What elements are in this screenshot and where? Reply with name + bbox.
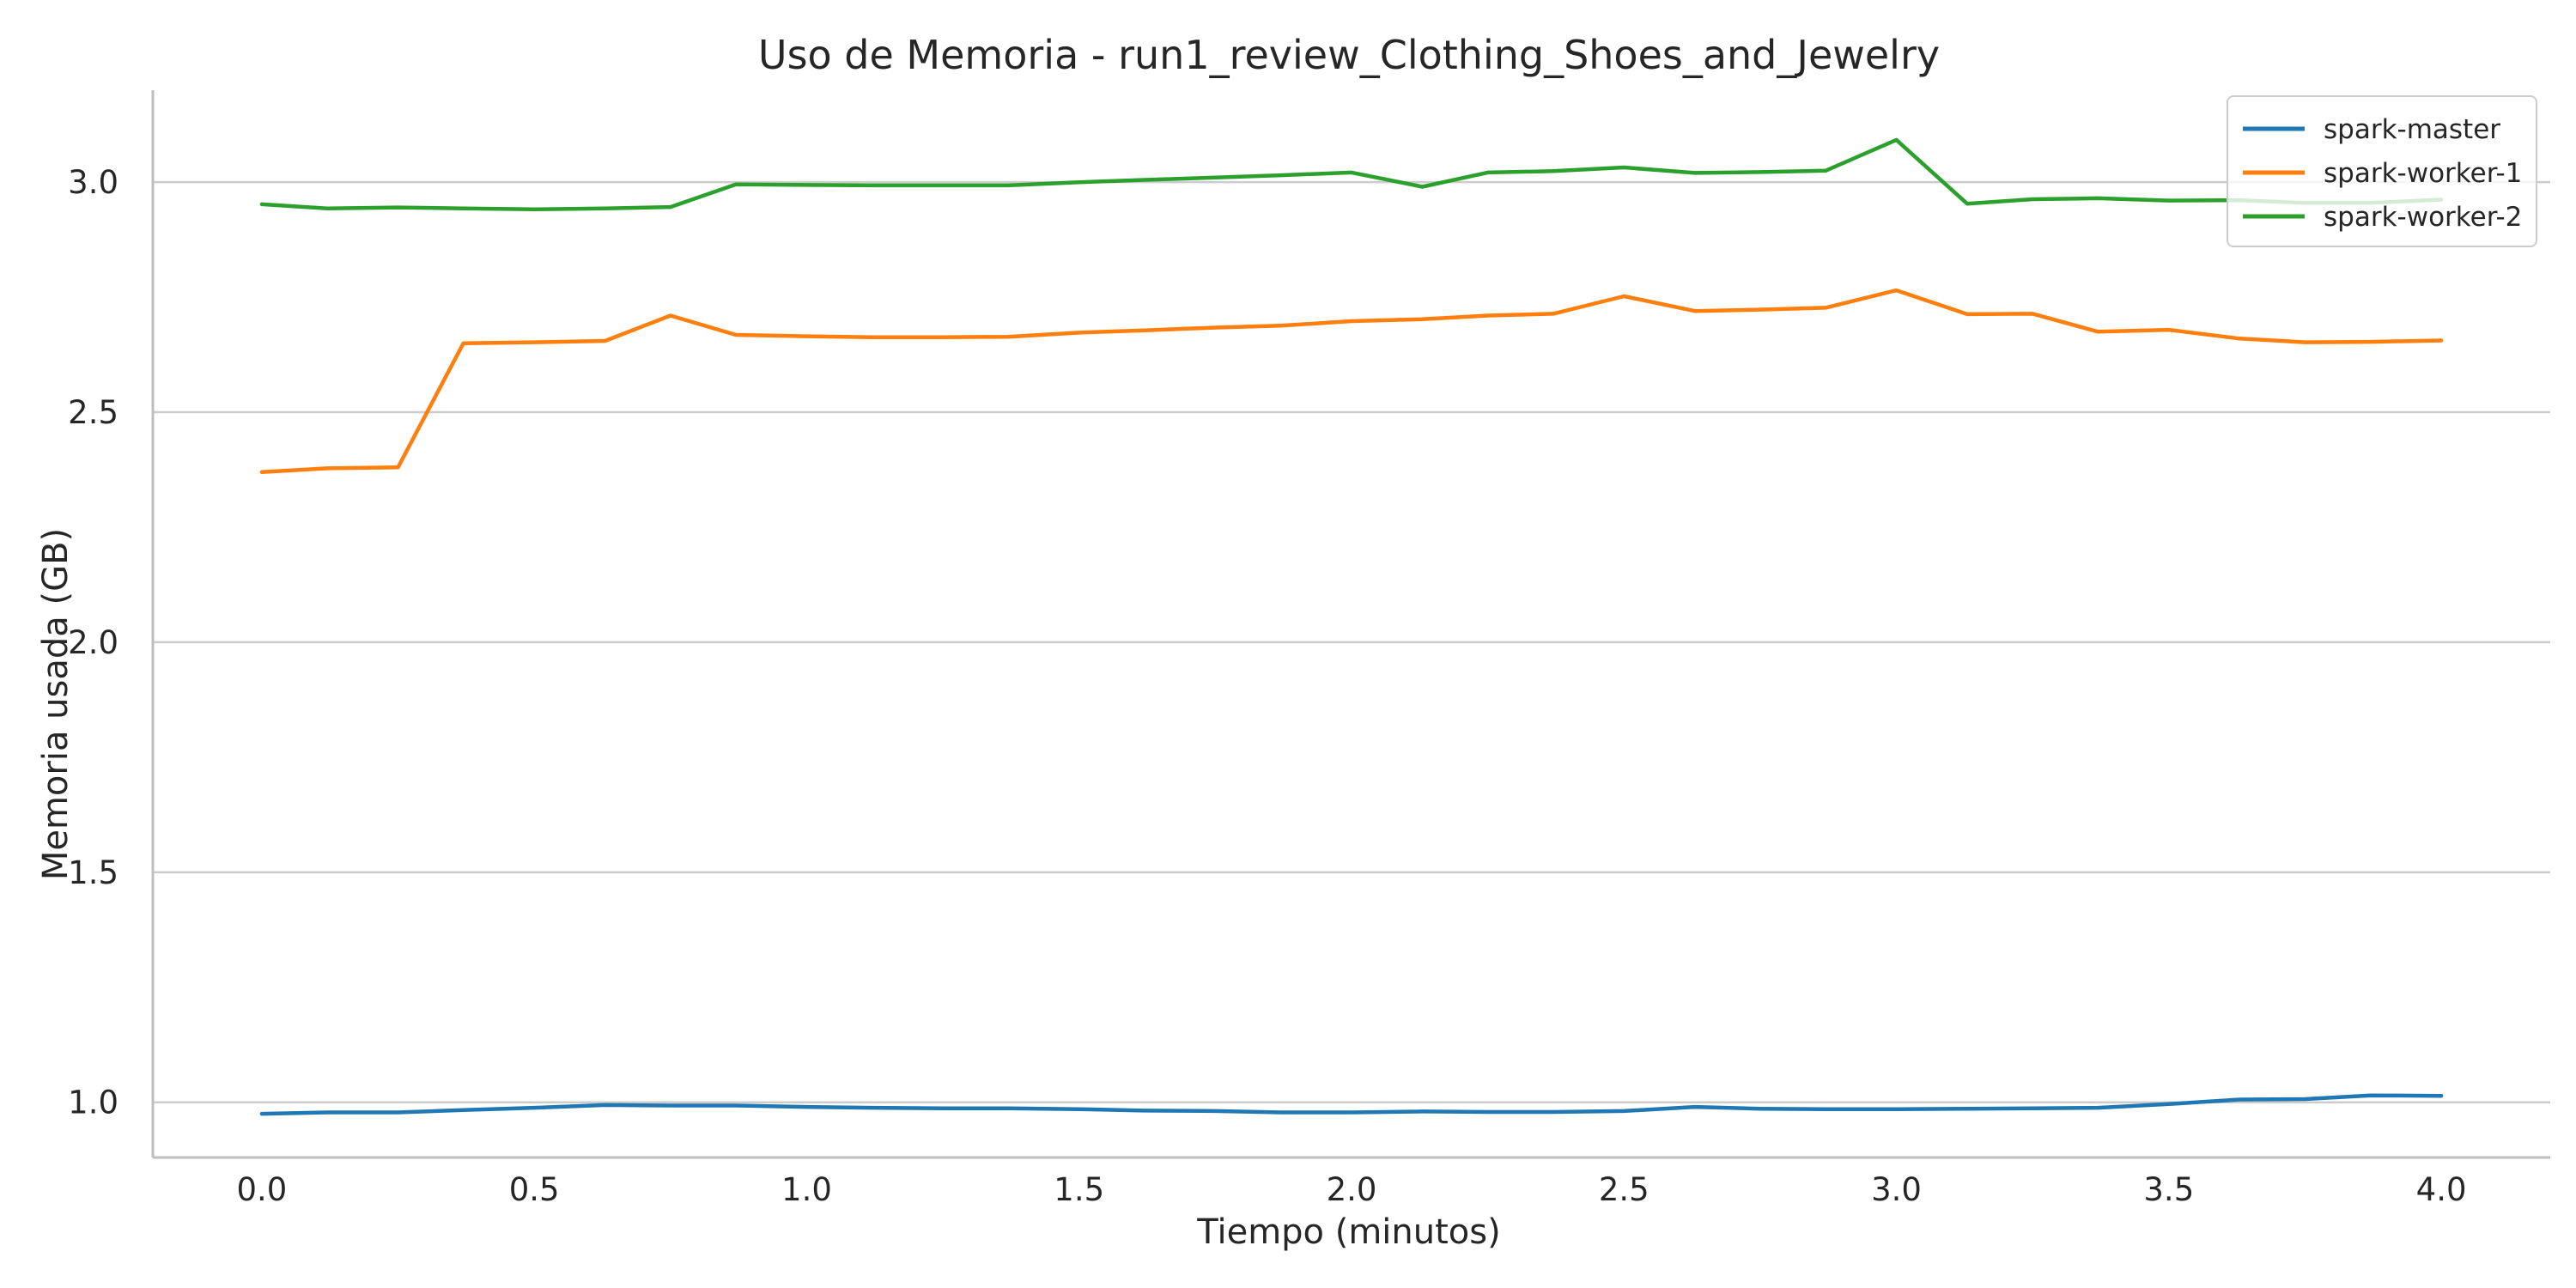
y-axis-label: Memoria usada (GB) [36,528,76,880]
x-tick-label: 3.5 [2143,1171,2194,1208]
legend-box [2227,95,2537,247]
legend-label-spark-worker-1: spark-worker-1 [2324,158,2522,189]
x-tick-label: 0.5 [509,1171,560,1208]
series-line-spark-worker-1 [259,288,2444,474]
y-tick-label: 1.5 [68,854,118,891]
legend-label-spark-worker-2: spark-worker-2 [2324,202,2522,233]
x-axis-label: Tiempo (minutos) [1196,1212,1500,1252]
x-tick-label: 0.0 [236,1171,287,1208]
x-tick-label: 4.0 [2416,1171,2467,1208]
series-lines [259,137,2444,1116]
y-tick-label: 1.0 [68,1084,118,1121]
x-tick-label: 2.5 [1599,1171,1649,1208]
axes [151,90,2550,1159]
y-tick-label: 3.0 [68,164,118,201]
grid-lines [153,180,2550,1103]
legend: spark-master spark-worker-1 spark-worker-2 [2227,95,2537,247]
chart-title: Uso de Memoria - run1_review_Clothing_Sh… [758,32,1940,78]
y-tick-label: 2.5 [68,394,118,431]
series-line-spark-master [259,1093,2444,1116]
series-line-spark-worker-2 [259,137,2444,212]
x-tick-label: 1.0 [781,1171,832,1208]
legend-label-spark-master: spark-master [2324,114,2500,145]
y-tick-label: 2.0 [68,624,118,661]
x-tick-label: 2.0 [1327,1171,1377,1208]
tick-labels: 1.0 1.5 2.0 2.5 3.0 0.0 0.5 1.0 1.5 2.0 2.5 3.0 3.5 4… [68,164,2466,1208]
x-tick-label: 1.5 [1054,1171,1104,1208]
x-tick-label: 3.0 [1871,1171,1922,1208]
